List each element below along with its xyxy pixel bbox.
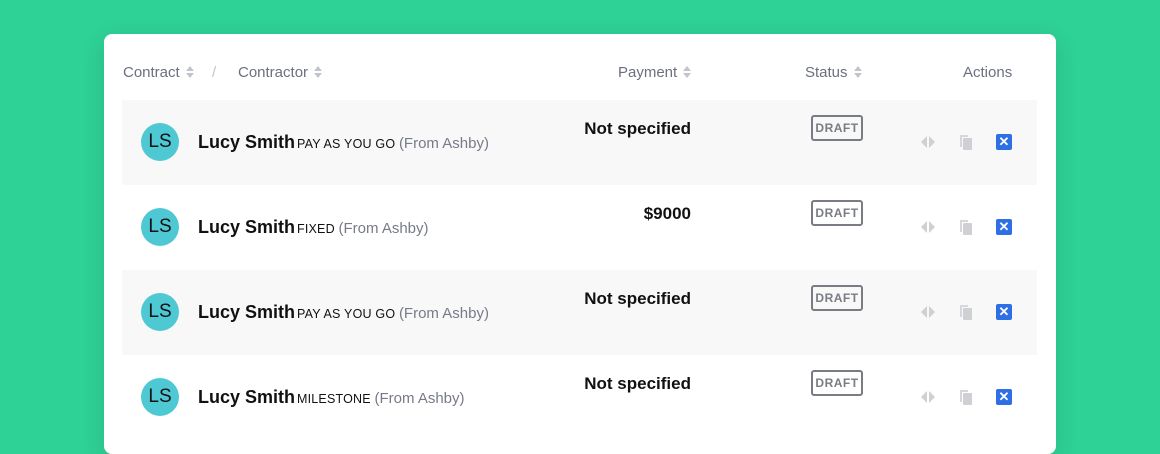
sort-icon <box>683 66 692 78</box>
sort-contractor[interactable]: Contractor <box>238 62 323 82</box>
payment-amount: $9000 <box>643 204 691 223</box>
table-row[interactable]: LS Lucy Smith MILESTONE (From Ashby) Not… <box>122 355 1037 440</box>
table-row[interactable]: LS Lucy Smith PAY AS YOU GO (From Ashby)… <box>122 100 1037 185</box>
contractor-header: Contractor <box>238 63 309 81</box>
contract-source: (From Ashby) <box>374 390 465 407</box>
actions-header: Actions <box>963 63 1013 81</box>
payment-amount: Not specified <box>584 119 691 138</box>
contract-type: FIXED (From Ashby) <box>297 220 429 237</box>
contract-source: (From Ashby) <box>398 305 489 322</box>
table-row[interactable]: LS Lucy Smith PAY AS YOU GO (From Ashby)… <box>122 270 1037 355</box>
sort-status[interactable]: Status <box>805 62 862 82</box>
sort-icon <box>314 66 323 78</box>
merge-arrows-icon[interactable] <box>920 134 936 150</box>
merge-arrows-icon[interactable] <box>920 219 936 235</box>
contractor-name: Lucy Smith <box>198 387 296 407</box>
copy-icon[interactable] <box>958 219 974 235</box>
status-badge: DRAFT <box>811 285 863 311</box>
status-badge: DRAFT <box>811 115 863 141</box>
contractor-name: Lucy Smith <box>198 132 296 152</box>
status-badge: DRAFT <box>811 370 863 396</box>
contract-source: (From Ashby) <box>398 135 489 152</box>
payment-amount: Not specified <box>584 289 691 308</box>
contract-type-label: PAY AS YOU GO <box>297 307 396 321</box>
sort-contract[interactable]: Contract <box>123 62 194 82</box>
status-header: Status <box>805 63 848 81</box>
contract-type: PAY AS YOU GO (From Ashby) <box>297 305 489 322</box>
delete-x-icon[interactable]: ✕ <box>996 134 1012 150</box>
sort-icon <box>853 66 862 78</box>
avatar: LS <box>141 378 179 416</box>
delete-x-icon[interactable]: ✕ <box>996 219 1012 235</box>
sort-icon <box>185 66 194 78</box>
table-row[interactable]: LS Lucy Smith FIXED (From Ashby) $9000 D… <box>122 185 1037 270</box>
header-separator: / <box>212 63 217 81</box>
contract-source: (From Ashby) <box>338 220 429 237</box>
contract-type-label: PAY AS YOU GO <box>297 137 396 151</box>
avatar: LS <box>141 208 179 246</box>
delete-x-icon[interactable]: ✕ <box>996 304 1012 320</box>
delete-x-icon[interactable]: ✕ <box>996 389 1012 405</box>
payment-amount: Not specified <box>584 374 691 393</box>
avatar: LS <box>141 293 179 331</box>
contract-type-label: FIXED <box>297 222 335 236</box>
contract-type: MILESTONE (From Ashby) <box>297 390 465 407</box>
merge-arrows-icon[interactable] <box>920 389 936 405</box>
contract-type: PAY AS YOU GO (From Ashby) <box>297 135 489 152</box>
sort-payment[interactable]: Payment <box>618 62 692 82</box>
contract-header: Contract <box>123 63 180 81</box>
payment-header: Payment <box>618 63 678 81</box>
avatar: LS <box>141 123 179 161</box>
contract-type-label: MILESTONE <box>297 392 371 406</box>
contractor-name: Lucy Smith <box>198 217 296 237</box>
contractor-name: Lucy Smith <box>198 302 296 322</box>
copy-icon[interactable] <box>958 134 974 150</box>
status-badge: DRAFT <box>811 200 863 226</box>
copy-icon[interactable] <box>958 304 974 320</box>
merge-arrows-icon[interactable] <box>920 304 936 320</box>
contracts-card: Contract / Contractor Payment Status Act… <box>104 34 1056 454</box>
copy-icon[interactable] <box>958 389 974 405</box>
